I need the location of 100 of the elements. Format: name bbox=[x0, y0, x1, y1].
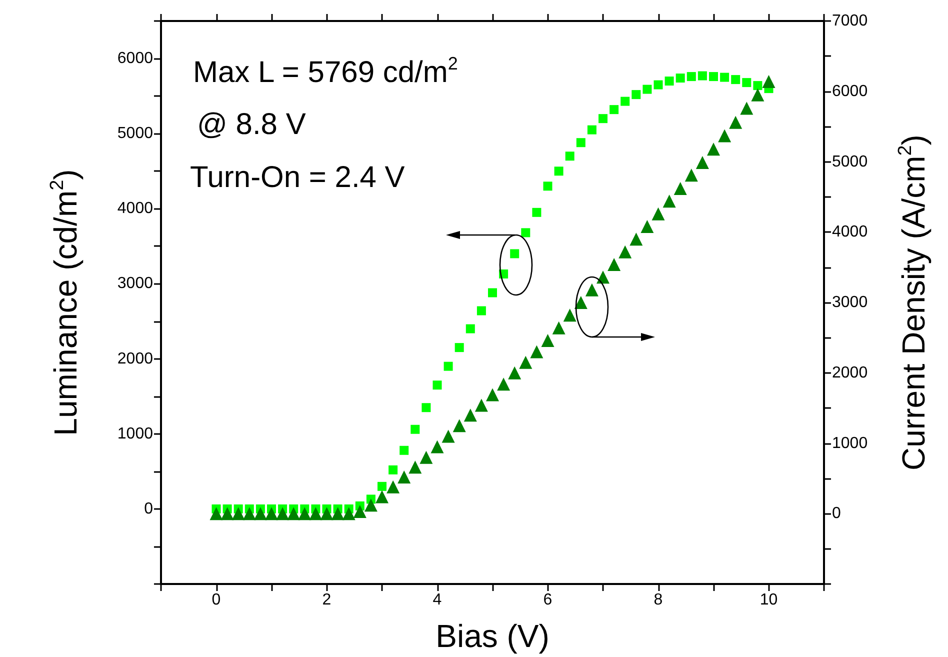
point bbox=[388, 465, 398, 474]
point bbox=[576, 138, 586, 148]
point bbox=[464, 408, 477, 422]
x-tick-label: 0 bbox=[212, 592, 221, 608]
y2-tick-label: 7000 bbox=[832, 12, 868, 30]
y-tick-label: 4000 bbox=[117, 200, 154, 218]
point bbox=[684, 168, 698, 182]
point bbox=[729, 116, 742, 129]
point bbox=[309, 507, 322, 520]
point bbox=[620, 96, 630, 106]
point bbox=[587, 125, 596, 134]
y2-tick-label: 0 bbox=[832, 505, 841, 522]
point bbox=[532, 208, 542, 217]
point bbox=[454, 343, 464, 352]
x-tick-label: 6 bbox=[543, 592, 552, 608]
point bbox=[444, 362, 453, 371]
y-tick-label: 5000 bbox=[117, 125, 154, 142]
point bbox=[630, 232, 643, 246]
point bbox=[386, 480, 400, 494]
point bbox=[519, 356, 532, 369]
y2-axis-title: Current Density (A/cm2) bbox=[895, 134, 932, 470]
point bbox=[320, 507, 334, 520]
point bbox=[331, 507, 344, 520]
point bbox=[452, 419, 466, 432]
point bbox=[709, 72, 718, 82]
point bbox=[410, 424, 420, 434]
point bbox=[408, 460, 422, 474]
point bbox=[654, 80, 663, 90]
point bbox=[740, 102, 754, 115]
y-tick-label: 1000 bbox=[117, 425, 154, 442]
point bbox=[287, 507, 300, 520]
point bbox=[608, 258, 621, 271]
point bbox=[753, 81, 762, 90]
point bbox=[541, 334, 554, 348]
point bbox=[698, 71, 707, 80]
point bbox=[364, 498, 378, 512]
x-tick-label: 8 bbox=[654, 592, 663, 608]
point bbox=[232, 507, 245, 520]
point bbox=[618, 245, 632, 258]
y2-tick-label: 6000 bbox=[832, 82, 868, 100]
y2-tick-label: 3000 bbox=[832, 294, 868, 311]
point bbox=[298, 507, 312, 520]
y2-tick-label: 1000 bbox=[832, 434, 868, 452]
point bbox=[552, 321, 566, 334]
point bbox=[742, 78, 752, 88]
point bbox=[342, 507, 356, 520]
point bbox=[400, 446, 409, 455]
point bbox=[720, 72, 730, 82]
point bbox=[598, 114, 608, 124]
y2-tick-label: 2000 bbox=[832, 364, 868, 382]
point bbox=[486, 388, 499, 402]
point bbox=[488, 288, 497, 298]
point bbox=[585, 283, 598, 296]
point bbox=[565, 152, 574, 161]
point bbox=[466, 324, 475, 334]
point bbox=[508, 366, 522, 380]
point bbox=[510, 249, 520, 258]
annotation: Max L = 5769 cd/m$^{2}$ bbox=[193, 53, 458, 91]
point bbox=[563, 308, 576, 322]
point bbox=[220, 507, 234, 520]
point bbox=[652, 207, 665, 220]
y-tick-label: 0 bbox=[144, 500, 154, 518]
x-tick-label: 2 bbox=[322, 592, 332, 608]
point bbox=[276, 507, 290, 520]
y-axis-title: Luminance (cd/m2) bbox=[47, 169, 84, 436]
y-tick-label: 6000 bbox=[117, 50, 154, 68]
point bbox=[474, 398, 488, 412]
point bbox=[543, 182, 552, 191]
x-axis-title: Bias (V) bbox=[436, 618, 550, 654]
point bbox=[686, 72, 696, 82]
y2-tick-label: 4000 bbox=[832, 224, 868, 241]
point bbox=[242, 507, 256, 520]
point bbox=[554, 166, 564, 176]
x-tick-label: 4 bbox=[432, 592, 442, 608]
point bbox=[632, 90, 641, 100]
point bbox=[442, 430, 455, 443]
point bbox=[664, 76, 674, 86]
point bbox=[420, 450, 433, 464]
point bbox=[642, 84, 652, 94]
point bbox=[378, 482, 386, 491]
point bbox=[751, 88, 764, 102]
point bbox=[422, 403, 431, 412]
point bbox=[731, 75, 740, 84]
x-tick-label: 10 bbox=[760, 592, 778, 608]
point bbox=[696, 156, 709, 169]
y-tick-label: 3000 bbox=[117, 275, 154, 292]
point bbox=[476, 306, 486, 316]
point bbox=[596, 270, 610, 284]
point bbox=[762, 75, 776, 88]
point bbox=[707, 142, 720, 156]
point bbox=[353, 505, 366, 518]
point bbox=[610, 105, 619, 114]
point bbox=[676, 74, 685, 83]
point bbox=[530, 345, 544, 358]
point bbox=[521, 228, 530, 238]
point bbox=[497, 378, 510, 391]
point bbox=[674, 182, 687, 195]
point bbox=[376, 490, 388, 504]
point bbox=[662, 194, 676, 208]
point bbox=[254, 507, 267, 520]
